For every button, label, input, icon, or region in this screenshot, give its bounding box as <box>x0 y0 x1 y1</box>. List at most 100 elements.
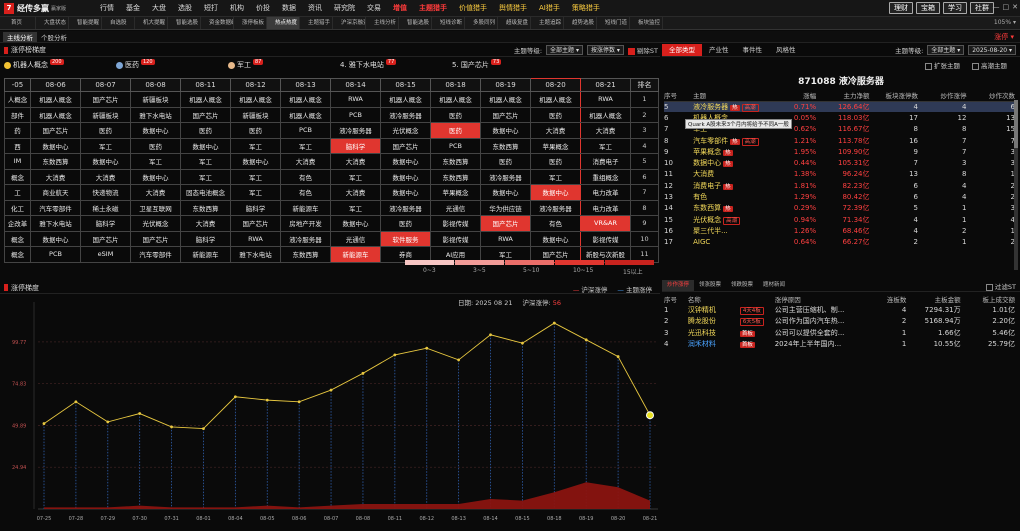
top-button[interactable]: 理财 <box>889 2 913 14</box>
theme-cell[interactable]: 汽车零部件 <box>130 246 181 263</box>
function-tab[interactable]: 多股同列 <box>465 17 498 29</box>
theme-cell[interactable]: 雅下水电站 <box>130 106 181 123</box>
hot-theme[interactable]: 军工 87 <box>228 59 340 70</box>
theme-cell[interactable]: 机器人概念 <box>580 106 631 123</box>
function-tab[interactable]: 热点热度 <box>267 17 300 29</box>
theme-cell[interactable]: RWA <box>480 230 531 247</box>
theme-cell[interactable]: 有色 <box>280 184 331 201</box>
theme-row[interactable]: 9 苹果概念热 1.95% 109.90亿 9 7 3 <box>664 146 1018 157</box>
theme-cell[interactable]: 军工 <box>330 199 381 216</box>
theme-cell[interactable]: 光通信 <box>430 199 481 216</box>
theme-cell[interactable]: 医药 <box>180 122 231 139</box>
theme-cell[interactable]: 大消费 <box>30 168 81 185</box>
hot-theme[interactable]: 机器人概念 200 <box>4 59 116 70</box>
right-level-select[interactable]: 全部主题 ▾ <box>927 45 965 55</box>
theme-cell[interactable]: 机器人概念 <box>480 91 531 108</box>
stock-tab[interactable]: 领涨股票 <box>699 282 722 288</box>
theme-cell[interactable]: 电力改革 <box>580 199 631 216</box>
theme-cell[interactable]: 机器人概念 <box>180 91 231 108</box>
stock-row[interactable]: 1 汉钟精机 4天4板 公司主营压缩机、制... 4 7294.31万 1.01亿 <box>664 304 1018 316</box>
theme-cell[interactable]: 大消费 <box>330 153 381 170</box>
column-header[interactable]: 08-15 <box>380 78 431 92</box>
theme-row[interactable]: 13 有色 1.29% 80.42亿 6 4 2 <box>664 191 1018 202</box>
theme-cell[interactable]: 机器人概念 <box>30 106 81 123</box>
theme-cell[interactable]: 医药 <box>230 122 281 139</box>
theme-cell[interactable]: 苹果概念 <box>530 137 581 154</box>
theme-cell[interactable]: 雅下水电站 <box>30 215 81 232</box>
stock-column-header[interactable]: 主板金额 <box>934 295 961 304</box>
theme-row[interactable]: 6 机器人概念 0.05% 118.03亿 17 12 13 <box>664 112 1018 123</box>
theme-cell[interactable]: 医药 <box>530 153 581 170</box>
function-tab[interactable]: 短线门道 <box>597 17 630 29</box>
theme-cell[interactable]: 重组概念 <box>580 168 631 185</box>
theme-cell[interactable]: 概念 <box>4 246 31 263</box>
menu-item[interactable]: 基金 <box>126 3 140 12</box>
theme-cell[interactable]: 影视传媒 <box>580 230 631 247</box>
theme-cell[interactable]: 军工 <box>230 168 281 185</box>
function-tab[interactable]: 智能提醒 <box>69 17 102 29</box>
theme-cell[interactable]: 国产芯片 <box>380 137 431 154</box>
theme-cell[interactable]: 军工 <box>230 184 281 201</box>
theme-cell[interactable]: 东数西算 <box>430 168 481 185</box>
menu-item[interactable]: 价值猎手 <box>459 3 487 12</box>
theme-cell[interactable]: 软件服务 <box>380 230 431 247</box>
column-header[interactable]: 08-20 <box>530 78 581 92</box>
theme-cell[interactable]: 军工 <box>230 137 281 154</box>
function-tab[interactable]: 主题追踪 <box>531 17 564 29</box>
theme-name-cell[interactable]: 机器人概念 <box>693 112 778 123</box>
theme-cell[interactable]: 有色 <box>530 215 581 232</box>
theme-cell[interactable]: RWA <box>580 91 631 108</box>
column-header[interactable]: 08-12 <box>230 78 281 92</box>
theme-cell[interactable]: 医药 <box>480 153 531 170</box>
theme-cell[interactable]: 医药 <box>380 215 431 232</box>
theme-level-select[interactable]: 全部主题 ▾ <box>546 45 583 55</box>
function-tab[interactable]: 板块监控 <box>630 17 663 29</box>
theme-cell[interactable]: 苹果概念 <box>430 184 481 201</box>
theme-cell[interactable]: 新疆板块 <box>230 106 281 123</box>
theme-cell[interactable]: 军工 <box>530 168 581 185</box>
theme-cell[interactable]: 新疆板块 <box>130 91 181 108</box>
theme-cell[interactable]: 大消费 <box>180 215 231 232</box>
window-control-icon[interactable]: □ <box>1002 3 1010 11</box>
theme-cell[interactable]: 数据中心 <box>130 122 181 139</box>
theme-cell[interactable]: 药 <box>4 122 31 139</box>
theme-cell[interactable]: eSIM <box>80 246 131 263</box>
function-tab[interactable]: 首页 <box>3 17 36 29</box>
theme-cell[interactable]: 雅下水电站 <box>230 246 281 263</box>
theme-cell[interactable]: 光伏概念 <box>380 122 431 139</box>
theme-name-cell[interactable]: AIGC <box>693 237 778 248</box>
theme-cell[interactable]: 数据中心 <box>380 168 431 185</box>
column-header[interactable]: 08-06 <box>30 78 81 92</box>
stock-row[interactable]: 2 腾龙股份 6天5板 公司作为国内汽车热... 2 5168.94万 2.20亿 <box>664 316 1018 328</box>
theme-cell[interactable]: 脑科学 <box>330 137 381 154</box>
theme-cell[interactable]: PCB <box>330 106 381 123</box>
theme-cell[interactable]: 数据中心 <box>180 137 231 154</box>
menu-item[interactable]: 机构 <box>230 3 244 12</box>
subtab[interactable]: 个股分析 <box>41 33 67 42</box>
function-tab[interactable]: 涨停板板 <box>234 17 267 29</box>
theme-name-cell[interactable]: 汽车零部件热高潮 <box>693 135 778 146</box>
theme-name-cell[interactable]: 东数西算热 <box>693 203 778 214</box>
theme-cell[interactable]: 商业航天 <box>30 184 81 201</box>
stock-name[interactable]: 润禾材料 <box>687 340 716 349</box>
function-tab[interactable]: 智能选股 <box>168 17 201 29</box>
theme-cell[interactable]: 国产芯片 <box>30 122 81 139</box>
menu-item[interactable]: 价投 <box>256 3 270 12</box>
theme-column-header[interactable]: 炒作次数 <box>969 90 1018 102</box>
column-header[interactable]: 排名 <box>630 78 659 92</box>
theme-cell[interactable]: 液冷服务器 <box>330 122 381 139</box>
stock-column-header[interactable]: 名称 <box>687 295 701 304</box>
theme-cell[interactable]: 消费电子 <box>580 153 631 170</box>
theme-type-tab[interactable]: 风格性 <box>776 46 796 54</box>
theme-cell[interactable]: 脑科学 <box>180 230 231 247</box>
theme-cell[interactable]: 有色 <box>280 168 331 185</box>
filter-st-toggle[interactable]: 过滤ST <box>985 281 1016 291</box>
theme-row[interactable]: 10 数据中心热 0.44% 105.31亿 7 3 3 <box>664 157 1018 168</box>
theme-cell[interactable]: 快递物流 <box>80 184 131 201</box>
exclude-st-toggle[interactable]: 剔除ST <box>627 45 658 55</box>
theme-cell[interactable]: 东数西算 <box>180 199 231 216</box>
theme-cell[interactable]: 医药 <box>80 122 131 139</box>
stock-tab[interactable]: 领跌股票 <box>731 282 754 288</box>
stock-name[interactable]: 腾龙股份 <box>687 317 716 326</box>
theme-cell[interactable]: 汽车零部件 <box>30 199 81 216</box>
